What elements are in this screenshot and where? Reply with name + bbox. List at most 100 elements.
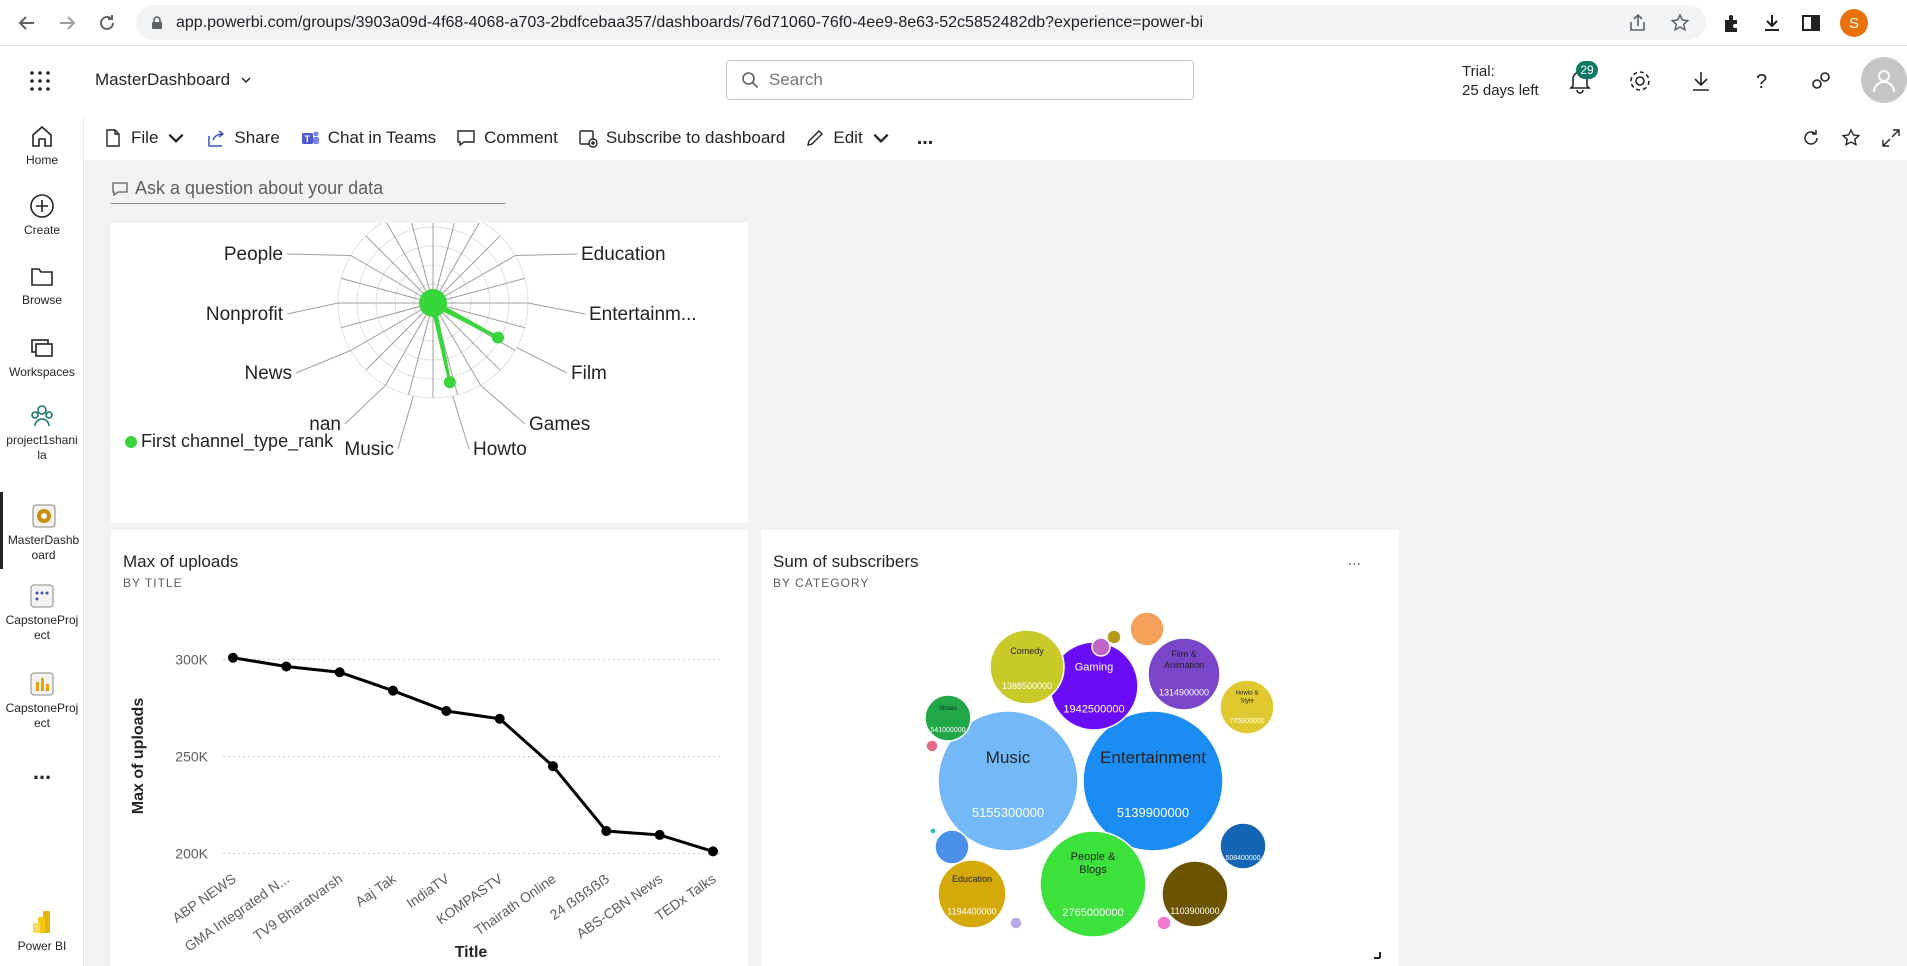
nav-browse[interactable]: Browse bbox=[0, 262, 84, 308]
data-point bbox=[548, 761, 558, 772]
radar-leader-line bbox=[397, 395, 414, 450]
fullscreen-icon[interactable] bbox=[1881, 128, 1901, 148]
address-bar[interactable]: app.powerbi.com/groups/3903a09d-4f68-406… bbox=[136, 5, 1706, 40]
forward-button[interactable] bbox=[50, 6, 84, 40]
nav-create[interactable]: Create bbox=[0, 192, 84, 238]
radar-spoke bbox=[432, 277, 525, 304]
x-axis-title: Title bbox=[455, 944, 488, 961]
bubble-category-label: Education bbox=[952, 874, 992, 884]
subscribers-bubble-tile[interactable]: Sum of subscribers BY CATEGORY ... Music… bbox=[761, 530, 1399, 966]
side-panel-icon[interactable] bbox=[1800, 12, 1822, 34]
reload-button[interactable] bbox=[90, 6, 124, 40]
file-menu-button[interactable]: File bbox=[103, 128, 186, 148]
nav-project1shanila[interactable]: project1shanila bbox=[0, 402, 84, 463]
tile-subtitle: BY TITLE bbox=[123, 576, 183, 590]
back-button[interactable] bbox=[10, 6, 44, 40]
bubble-chart: Music 5155300000 Entertainment 5139900000 Pe… bbox=[924, 611, 1381, 959]
y-axis-title: Max of uploads bbox=[130, 698, 147, 815]
workspace-breadcrumb[interactable]: MasterDashboard bbox=[95, 70, 252, 90]
lock-icon bbox=[152, 15, 162, 29]
nav-home[interactable]: Home bbox=[0, 122, 84, 168]
radar-spoke bbox=[385, 302, 434, 386]
share-page-icon[interactable] bbox=[1628, 13, 1648, 33]
svg-text:T: T bbox=[304, 134, 310, 144]
radar-leader-line bbox=[516, 347, 568, 374]
edit-menu-button[interactable]: Edit bbox=[805, 128, 890, 148]
search-input[interactable] bbox=[769, 70, 1169, 90]
bubble bbox=[1082, 710, 1224, 852]
nav-powerbi-logo[interactable]: Power BI bbox=[0, 908, 84, 954]
radar-point bbox=[492, 331, 505, 344]
y-tick-label: 250K bbox=[175, 749, 208, 765]
reload-icon bbox=[100, 14, 114, 30]
feedback-icon[interactable] bbox=[1808, 68, 1834, 94]
bubble bbox=[929, 827, 937, 835]
app-launcher-icon[interactable] bbox=[28, 69, 52, 93]
radar-spoke bbox=[432, 255, 516, 304]
nav-powerbi-label: Power BI bbox=[17, 939, 67, 953]
favorite-star-icon[interactable] bbox=[1841, 128, 1861, 148]
radar-leader-line bbox=[480, 384, 526, 425]
report-icon bbox=[30, 672, 54, 696]
tile-more-options[interactable]: ... bbox=[1347, 552, 1361, 569]
workspace-name: MasterDashboard bbox=[95, 70, 231, 89]
radar-spoke bbox=[350, 255, 434, 304]
comment-label: Comment bbox=[484, 128, 558, 147]
bookmark-star-icon[interactable] bbox=[1670, 13, 1690, 33]
bubble-category-label: Music bbox=[986, 748, 1031, 767]
subscribe-button[interactable]: Subscribe to dashboard bbox=[578, 128, 785, 148]
bubble bbox=[924, 694, 972, 742]
download-icon[interactable] bbox=[1688, 68, 1714, 94]
bubble bbox=[925, 739, 939, 753]
nav-masterdashboard[interactable]: MasterDashboard bbox=[0, 492, 84, 569]
uploads-line-tile[interactable]: Max of uploads BY TITLE 200K 250K 300K ABP … bbox=[111, 530, 748, 966]
nav-capstoneproject-1[interactable]: CapstoneProject bbox=[0, 582, 84, 643]
download-icon[interactable] bbox=[1761, 12, 1783, 34]
bubble bbox=[1147, 637, 1221, 711]
nav-capstoneproject-2[interactable]: CapstoneProject bbox=[0, 670, 84, 731]
arrow-right-icon bbox=[60, 15, 76, 30]
radar-spoke bbox=[432, 235, 501, 304]
share-button[interactable]: Share bbox=[206, 128, 280, 148]
nav-more-button[interactable]: ... bbox=[32, 759, 52, 784]
nav-workspaces[interactable]: Workspaces bbox=[0, 334, 84, 380]
more-options-button[interactable]: ... bbox=[916, 126, 934, 149]
help-question-icon[interactable]: ? bbox=[1748, 68, 1774, 94]
comment-button[interactable]: Comment bbox=[456, 128, 558, 148]
bubble-value-label: 775900000 bbox=[1229, 718, 1264, 725]
bubble bbox=[1039, 830, 1147, 938]
url-text: app.powerbi.com/groups/3903a09d-4f68-406… bbox=[176, 13, 1204, 31]
bubble-category-label: People & bbox=[1071, 851, 1116, 863]
search-box[interactable] bbox=[726, 60, 1194, 100]
qna-box[interactable]: Ask a question about your data bbox=[111, 174, 505, 204]
extensions-icon[interactable] bbox=[1721, 12, 1743, 34]
legend-label: First channel_type_rank bbox=[141, 431, 334, 451]
bubble bbox=[1156, 915, 1172, 931]
radar-spoke bbox=[365, 302, 434, 371]
bubble bbox=[1049, 641, 1139, 731]
nav-capstoneproject-label: CapstoneProject bbox=[5, 613, 79, 642]
workspaces-icon bbox=[31, 339, 53, 357]
powerbi-logo-icon bbox=[33, 911, 50, 933]
data-point bbox=[654, 829, 665, 840]
user-avatar[interactable] bbox=[1861, 57, 1907, 103]
chat-in-teams-button[interactable]: T Chat in Teams bbox=[300, 128, 436, 148]
refresh-icon[interactable] bbox=[1801, 128, 1821, 148]
bubble bbox=[1219, 679, 1275, 735]
bubble-category-label: Gaming bbox=[1075, 662, 1114, 674]
arrow-left-icon bbox=[18, 15, 34, 30]
profile-avatar[interactable]: S bbox=[1840, 9, 1868, 37]
radar-chart-tile[interactable]: Education Entertainm... Film Games Howto Musi… bbox=[111, 207, 748, 523]
settings-gear-icon[interactable] bbox=[1627, 68, 1653, 94]
radar-spoke bbox=[350, 302, 434, 351]
tile-subtitle: BY CATEGORY bbox=[773, 576, 870, 590]
bubble bbox=[1091, 637, 1111, 657]
left-navigation: Home Create Browse Workspaces project1sh… bbox=[0, 116, 84, 966]
bubble-category-label: Comedy bbox=[1010, 646, 1044, 656]
bubble bbox=[1106, 629, 1122, 645]
bubble-value-label: 541000000 bbox=[930, 727, 965, 734]
bubble-value-label: 1388500000 bbox=[1002, 681, 1052, 691]
bubble bbox=[989, 629, 1065, 705]
bubble bbox=[1161, 860, 1229, 928]
bubble bbox=[937, 710, 1079, 852]
